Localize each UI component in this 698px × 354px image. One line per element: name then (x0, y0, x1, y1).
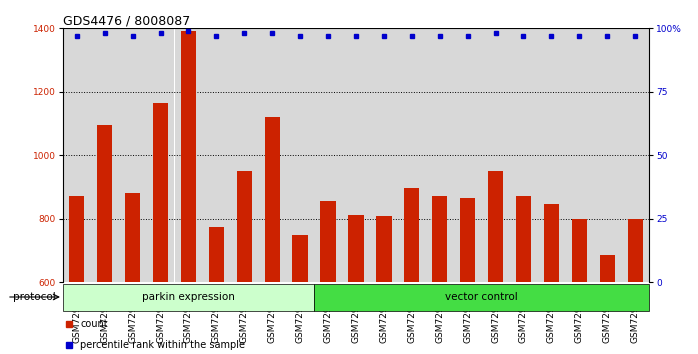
Bar (432, 196, 447, 282)
Bar (404, 188, 419, 282)
Bar (314, 28, 342, 282)
Bar (342, 28, 370, 282)
Bar (125, 193, 140, 282)
Bar (537, 28, 565, 282)
Bar (565, 28, 593, 282)
Bar (488, 171, 503, 282)
Bar (63, 28, 91, 282)
Bar (600, 255, 615, 282)
Bar (265, 117, 280, 282)
Text: vector control: vector control (445, 292, 518, 302)
Bar (314, 284, 649, 310)
Bar (292, 235, 308, 282)
Bar (621, 28, 649, 282)
Bar (286, 28, 314, 282)
Bar (69, 196, 84, 282)
Bar (426, 28, 454, 282)
Bar (454, 28, 482, 282)
Bar (181, 32, 196, 282)
Bar (153, 103, 168, 282)
Bar (119, 28, 147, 282)
Bar (510, 28, 537, 282)
Text: percentile rank within the sample: percentile rank within the sample (80, 340, 246, 350)
Bar (376, 216, 392, 282)
Bar (258, 28, 286, 282)
Bar (174, 28, 202, 282)
Bar (482, 28, 510, 282)
Bar (348, 215, 364, 282)
Bar (628, 218, 643, 282)
Bar (398, 28, 426, 282)
Text: count: count (80, 319, 108, 329)
Bar (544, 204, 559, 282)
Bar (572, 218, 587, 282)
Text: parkin expression: parkin expression (142, 292, 235, 302)
Bar (91, 28, 119, 282)
Bar (97, 125, 112, 282)
Bar (370, 28, 398, 282)
Bar (320, 201, 336, 282)
Text: GDS4476 / 8008087: GDS4476 / 8008087 (63, 14, 190, 27)
Bar (202, 28, 230, 282)
Text: protocol: protocol (13, 292, 56, 302)
Bar (230, 28, 258, 282)
Bar (147, 28, 174, 282)
Bar (237, 171, 252, 282)
Bar (460, 198, 475, 282)
Bar (63, 284, 314, 310)
Bar (209, 227, 224, 282)
Bar (516, 196, 531, 282)
Bar (593, 28, 621, 282)
